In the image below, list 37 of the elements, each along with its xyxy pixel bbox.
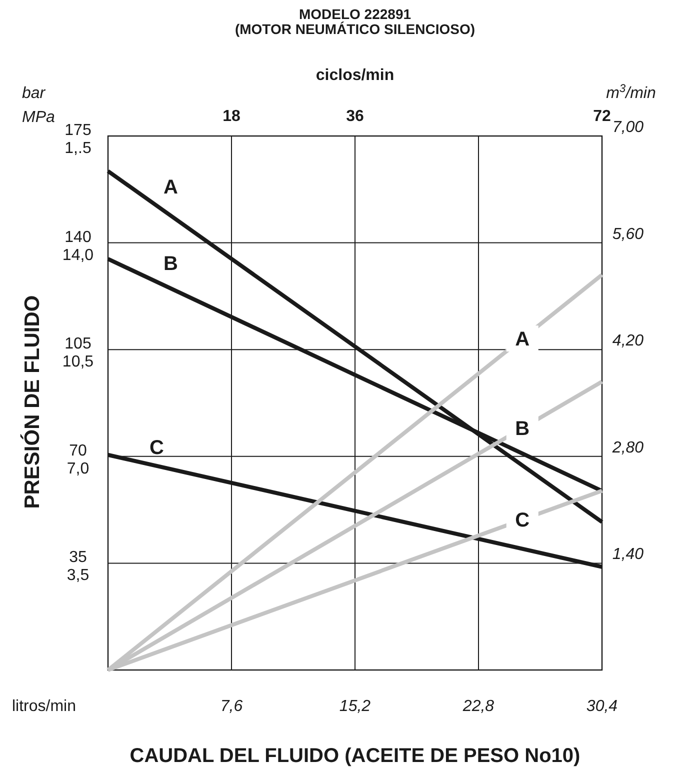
x-tick-label: 7,6 bbox=[220, 698, 243, 715]
y-tick-label: 35 bbox=[69, 549, 87, 566]
x2-tick-label: 18 bbox=[222, 108, 240, 125]
x-axis-title: CAUDAL DEL FLUIDO (ACEITE DE PESO No10) bbox=[130, 745, 580, 767]
y3-tick-label: 7,0 bbox=[66, 460, 90, 478]
series-label: C bbox=[150, 436, 164, 459]
x2-tick-label: 36 bbox=[346, 108, 364, 125]
y-tick-label: 70 bbox=[69, 442, 87, 460]
text: MPa bbox=[22, 109, 55, 126]
y2-tick-label: 2,80 bbox=[611, 439, 644, 456]
text: litros/min bbox=[12, 698, 76, 715]
series-label: C bbox=[515, 510, 530, 532]
y2-axis-title: m$^{3}$/min bbox=[606, 83, 656, 102]
y-axis-title: PRESIÓN DE FLUIDO bbox=[20, 295, 44, 509]
y2-tick-label: 1,40 bbox=[612, 546, 644, 564]
y2-tick-label: 7,00 bbox=[612, 119, 644, 136]
x2-tick-label: 72 bbox=[593, 108, 611, 125]
series-label: B bbox=[515, 418, 530, 440]
y3-tick-label: 14,0 bbox=[62, 246, 94, 264]
x-tick-label: 22,8 bbox=[462, 698, 494, 715]
y2-tick-label: 5,60 bbox=[612, 226, 644, 243]
series-label: A bbox=[164, 176, 178, 199]
series-label: A bbox=[515, 328, 530, 351]
x-tick-label: 30,4 bbox=[586, 698, 618, 715]
chart-title: MODELO 222891 bbox=[298, 6, 412, 22]
text: bar bbox=[22, 85, 46, 102]
x-tick-label: 15,2 bbox=[339, 698, 371, 715]
y3-tick-label: 3,5 bbox=[66, 567, 90, 584]
y3-tick-label: 1,.5 bbox=[64, 140, 92, 157]
y2-tick-label: 4,20 bbox=[612, 332, 644, 350]
y-tick-label: 140 bbox=[64, 228, 92, 246]
y3-tick-label: 10,5 bbox=[62, 354, 94, 371]
x2-axis-title: ciclos/min bbox=[316, 67, 394, 84]
chart-subtitle: (MOTOR NEUMÁTICO SILENCIOSO) bbox=[234, 21, 476, 37]
series-label: B bbox=[164, 252, 178, 275]
y-tick-label: 105 bbox=[64, 336, 92, 353]
y-tick-label: 175 bbox=[64, 122, 92, 139]
